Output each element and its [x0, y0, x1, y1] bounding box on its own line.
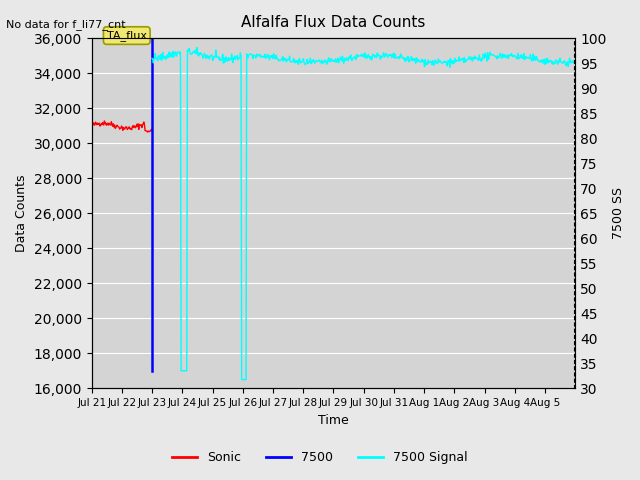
Legend: Sonic, 7500, 7500 Signal: Sonic, 7500, 7500 Signal [167, 446, 473, 469]
Text: No data for f_li77_cnt: No data for f_li77_cnt [6, 19, 126, 30]
Title: Alfalfa Flux Data Counts: Alfalfa Flux Data Counts [241, 15, 426, 30]
Y-axis label: Data Counts: Data Counts [15, 174, 28, 252]
X-axis label: Time: Time [318, 414, 349, 427]
Text: TA_flux: TA_flux [107, 30, 147, 41]
Y-axis label: 7500 SS: 7500 SS [612, 187, 625, 239]
